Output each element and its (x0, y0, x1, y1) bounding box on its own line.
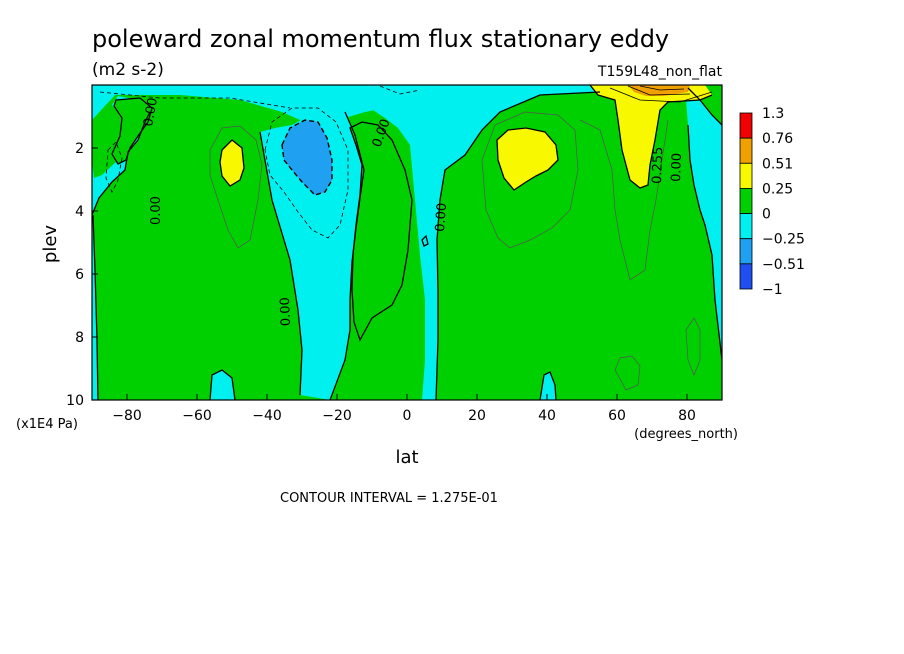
colorbar-swatch (739, 263, 753, 290)
colorbar-swatch (739, 213, 753, 240)
contour-label: 0.00 (278, 297, 294, 326)
colorbar-label: −0.25 (762, 232, 805, 248)
cyan-region-equator (370, 85, 600, 400)
x-units-label: (degrees_north) (634, 427, 738, 442)
colorbar-swatch (739, 238, 753, 265)
blue-region (282, 120, 332, 195)
run-label: T159L48_non_flat (597, 64, 723, 80)
colorbar-swatch (739, 112, 753, 139)
x-tick-label: −80 (112, 408, 142, 424)
colorbar-label: −1 (762, 282, 783, 298)
contour-label: 0.00 (433, 202, 450, 232)
contour-label: 0.00 (141, 97, 161, 128)
x-tick-label: 80 (678, 408, 696, 424)
blue-boundary-contour (281, 119, 333, 196)
x-tick-label: 0 (403, 408, 412, 424)
y-tick-label: 6 (75, 267, 84, 283)
colorbar-label: −0.51 (762, 257, 805, 273)
x-tick-label: 20 (468, 408, 486, 424)
colorbar-label: 0.76 (762, 131, 793, 147)
negative-contours (99, 85, 421, 239)
yellow-region-polar-jet (590, 85, 712, 188)
zero-contours (92, 85, 722, 400)
x-tick-label: 60 (608, 408, 626, 424)
contour-label: 0.255 (650, 146, 666, 184)
colorbar-label: 0.51 (762, 156, 793, 172)
x-tick-label: −20 (322, 408, 352, 424)
y-axis: 2 4 6 8 10 (66, 141, 98, 409)
contour-label: 0.00 (149, 196, 164, 225)
y-tick-label: 8 (75, 330, 84, 346)
colorbar-swatch (739, 137, 753, 164)
contour-field (92, 85, 722, 400)
colorbar-label: 0 (762, 207, 771, 223)
x-axis: −80 −60 −40 −20 0 20 40 60 80 (112, 394, 696, 424)
x-tick-label: −60 (182, 408, 212, 424)
colorbar-label: 0.25 (762, 181, 793, 197)
contour-interval-note: CONTOUR INTERVAL = 1.275E-01 (280, 491, 498, 506)
cyan-region-midlat (260, 110, 364, 400)
green-island-sh (112, 98, 152, 164)
cyan-region-bottom-a (210, 370, 235, 400)
colorbar-label: 1.3 (762, 106, 784, 122)
y-tick-label: 10 (66, 393, 84, 409)
y-axis-title: plev (40, 225, 61, 264)
y-tick-label: 4 (75, 204, 84, 220)
contour-label: 0.00 (669, 153, 685, 182)
green-island-eq (350, 122, 412, 340)
orange-region-polar-jet (628, 85, 690, 96)
colorbar-swatch (739, 188, 753, 214)
yellow-region-nh (497, 128, 558, 190)
x-tick-label: −40 (252, 408, 282, 424)
chart-units: (m2 s-2) (92, 60, 164, 80)
chart-title: poleward zonal momentum flux stationary … (92, 25, 669, 53)
colorbar-swatch (739, 162, 753, 189)
x-tick-label: 40 (538, 408, 556, 424)
thin-contours (209, 111, 701, 391)
y-tick-label: 2 (75, 141, 84, 157)
jet-core-contours (609, 85, 713, 103)
x-axis-title: lat (395, 447, 418, 468)
colorbar: 1.3 0.76 0.51 0.25 0 −0.25 −0.51 −1 (739, 106, 805, 298)
y-units-label: (x1E4 Pa) (16, 417, 78, 432)
cyan-region-nh-polar (686, 88, 722, 360)
yellow-region-sh (220, 140, 244, 186)
